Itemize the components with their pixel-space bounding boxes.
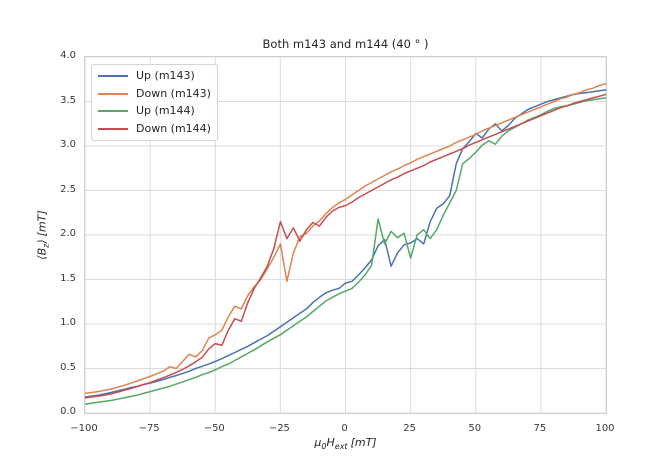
x-axis-label: μ0Hext [mT]: [84, 436, 607, 451]
legend-label: Down (m143): [136, 86, 211, 100]
y-tick-label: 2.0: [60, 228, 76, 239]
y-axis-label-close: ⟩: [35, 239, 49, 244]
legend-item-up-m143: Up (m143): [92, 68, 217, 84]
x-tick-label: −25: [268, 423, 290, 434]
x-tick-label: 0: [341, 423, 348, 434]
x-tick-label: 50: [468, 423, 482, 434]
legend-item-down-m143: Down (m143): [92, 86, 217, 102]
y-tick-label: 3.0: [60, 139, 76, 150]
x-axis-label-H: H: [326, 436, 335, 449]
x-axis-label-mu: μ: [314, 436, 322, 449]
y-tick-label: 1.5: [60, 272, 76, 284]
y-tick-label: 1.0: [60, 317, 76, 328]
x-axis-label-H-sub: ext: [334, 442, 348, 452]
legend-item-up-m144: Up (m144): [92, 103, 217, 119]
legend-swatch: [98, 75, 128, 78]
series-line-3: [85, 93, 606, 399]
x-axis-label-unit: [mT]: [350, 436, 377, 449]
legend-label: Down (m144): [136, 121, 211, 135]
x-tick-label: −50: [203, 423, 225, 434]
legend-item-down-m144: Down (m144): [92, 121, 217, 137]
y-tick-label: 2.5: [60, 183, 76, 195]
y-tick-label: 0.5: [60, 361, 76, 373]
x-tick-label: −75: [138, 423, 160, 434]
legend-swatch: [98, 127, 128, 130]
y-axis-label-open: ⟨B: [35, 247, 49, 260]
legend-label: Up (m144): [136, 104, 195, 118]
x-tick-label: 100: [595, 423, 615, 434]
y-tick-label: 4.0: [60, 50, 76, 61]
series-line-1: [85, 82, 606, 395]
y-axis-label-unit: [mT]: [35, 210, 49, 237]
legend-swatch: [98, 110, 128, 113]
x-tick-label: 75: [533, 423, 547, 434]
x-tick-label: −100: [70, 423, 98, 434]
x-axis-label-mu-sub: 0: [321, 442, 327, 452]
y-axis-label: ⟨Bz⟩ [mT]: [35, 210, 50, 259]
y-axis-label-sub: z: [41, 243, 51, 248]
legend-label: Up (m143): [136, 69, 195, 83]
legend: Up (m143) Down (m143) Up (m144) Down (m1…: [91, 64, 218, 141]
x-tick-label: 25: [403, 423, 416, 434]
y-tick-label: 0.0: [60, 406, 76, 417]
y-tick-label: 3.5: [60, 94, 76, 106]
legend-swatch: [98, 92, 128, 95]
chart-title: Both m143 and m144 (40 ° ): [262, 37, 429, 51]
